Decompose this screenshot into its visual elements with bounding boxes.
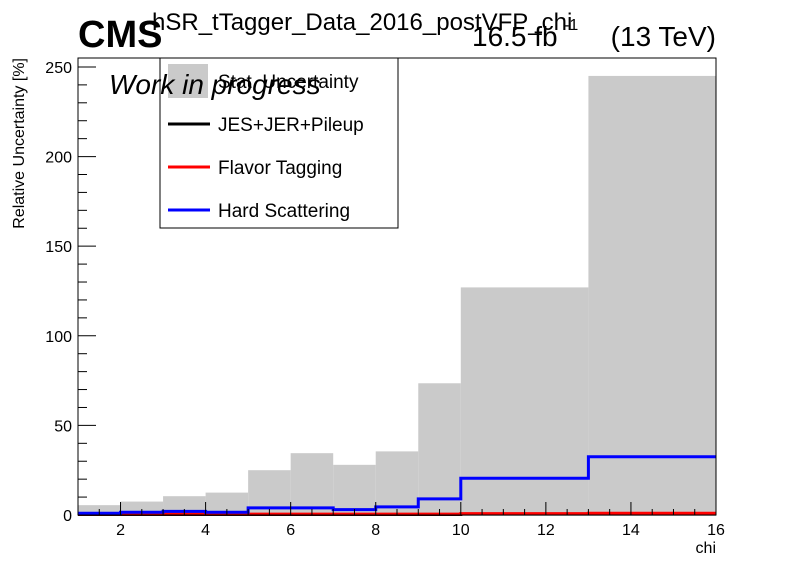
legend-label-stat-uncertainty: Stat. Uncertainty <box>218 72 359 93</box>
stat-uncertainty-bar <box>205 492 249 515</box>
status-label: Work in progress <box>109 69 321 100</box>
legend-label-flavor-tagging: Flavor Tagging <box>218 158 342 179</box>
x-tick-label: 16 <box>707 522 725 539</box>
experiment-label: CMS <box>78 14 162 56</box>
legend-marker-stat-uncertainty <box>168 64 208 98</box>
x-tick-label: 14 <box>622 522 640 539</box>
y-tick-label: 50 <box>54 418 72 435</box>
lumi-exponent: -1 <box>564 17 578 34</box>
stat-uncertainty-bar <box>418 383 461 515</box>
x-tick-label: 6 <box>286 522 295 539</box>
y-tick-label: 0 <box>63 508 72 525</box>
y-tick-label: 150 <box>45 239 72 256</box>
stat-uncertainty-bar <box>588 75 716 515</box>
legend-entries: Stat. Uncertainty JES+JER+Pileup Flavor Ta… <box>168 64 364 222</box>
x-axis-label: chi <box>696 540 716 557</box>
x-tick-label: 4 <box>201 522 210 539</box>
stat-uncertainty-bar <box>375 451 419 515</box>
x-tick-label: 12 <box>537 522 555 539</box>
legend-label-jes-jer-pileup: JES+JER+Pileup <box>218 115 364 136</box>
stat-uncertainty-bar <box>333 464 376 515</box>
x-tick-label: 2 <box>116 522 125 539</box>
lumi-value: 16.5 fb <box>472 21 558 52</box>
y-tick-label: 100 <box>45 329 72 346</box>
stat-uncertainty-bar <box>460 287 589 515</box>
y-tick-label: 200 <box>45 150 72 167</box>
axis-ticks: 2 4 6 8 10 12 14 16 0 50 100 150 200 250 <box>45 60 725 539</box>
stat-uncertainty-bar <box>290 453 334 515</box>
legend: Stat. Uncertainty JES+JER+Pileup Flavor Ta… <box>159 57 399 229</box>
energy-label: (13 TeV) <box>611 21 716 52</box>
luminosity-label: 16.5 fb -1 (13 TeV) <box>472 17 716 52</box>
y-tick-label: 250 <box>45 60 72 77</box>
x-tick-label: 8 <box>371 522 380 539</box>
histogram-title: hSR_tTagger_Data_2016_postVFP_chi <box>152 9 572 36</box>
x-tick-label: 10 <box>452 522 470 539</box>
legend-label-hard-scattering: Hard Scattering <box>218 201 350 222</box>
y-axis-label: Relative Uncertainty [%] <box>11 58 28 229</box>
